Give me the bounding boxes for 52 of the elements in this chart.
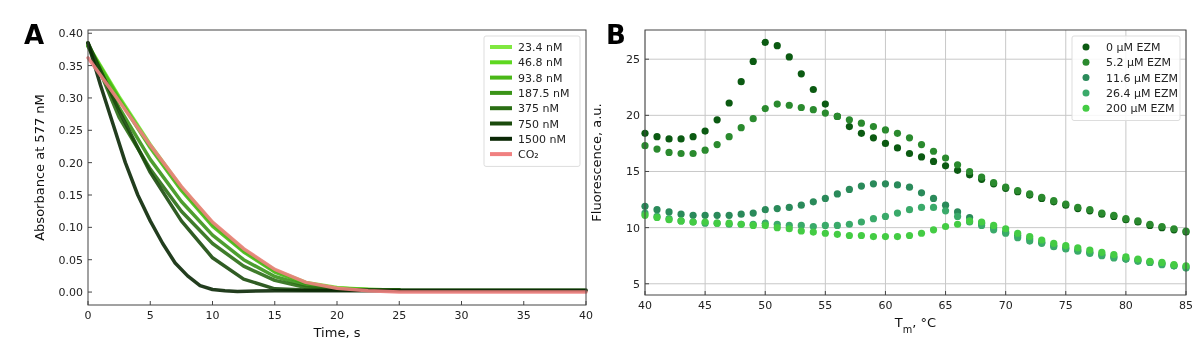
y-tick-label: 5 xyxy=(633,277,640,291)
y-axis-title: Absorbance at 577 nM xyxy=(32,94,47,241)
legend-label: 11.6 µM EZM xyxy=(1106,71,1178,85)
y-tick-label: 0.35 xyxy=(58,59,83,73)
x-tick-label: 20 xyxy=(330,309,344,322)
y-tick-label: 0.10 xyxy=(58,221,83,235)
legend-label: 187.5 nM xyxy=(518,86,570,100)
y-tick-label: 0.05 xyxy=(58,253,83,267)
y-tick-label: 10 xyxy=(626,221,640,235)
legend-label: 375 nM xyxy=(518,102,559,116)
y-tick-label: 0.30 xyxy=(58,91,83,105)
x-tick-label: 35 xyxy=(516,309,531,322)
x-tick-label: 55 xyxy=(818,299,833,312)
text: B xyxy=(606,20,626,50)
x-tick-label: 45 xyxy=(698,299,713,312)
x-axis-title: T$_{m}$, °C xyxy=(893,315,937,335)
x-tick-label: 60 xyxy=(878,299,893,312)
legend-label: 23.4 nM xyxy=(518,41,563,54)
x-tick-label: 25 xyxy=(392,309,407,322)
y-tick-label: 15 xyxy=(626,165,640,179)
legend-label: CO₂ xyxy=(518,148,539,162)
legend-label: 0 µM EZM xyxy=(1106,41,1161,54)
x-axis-title: Time, s xyxy=(312,325,361,340)
x-tick-label: 40 xyxy=(579,309,593,322)
legend-label: 1500 nM xyxy=(518,132,566,146)
text: A xyxy=(24,20,45,50)
y-tick-label: 0.40 xyxy=(58,27,83,41)
x-tick-label: 75 xyxy=(1058,299,1073,312)
x-tick-label: 30 xyxy=(454,309,469,322)
y-tick-label: 0.15 xyxy=(58,189,83,202)
x-tick-label: 15 xyxy=(267,309,282,322)
legend-label: 93.8 nM xyxy=(518,71,563,85)
legend-label: 46.8 nM xyxy=(518,56,563,70)
y-tick-label: 25 xyxy=(626,53,640,67)
x-tick-label: 65 xyxy=(938,299,953,312)
x-tick-label: 70 xyxy=(998,299,1013,312)
x-tick-label: 5 xyxy=(146,309,154,322)
y-axis-title: Fluorescence, a.u. xyxy=(589,103,604,222)
x-tick-label: 80 xyxy=(1118,299,1133,312)
y-tick-label: 0.00 xyxy=(58,286,83,300)
x-tick-label: 85 xyxy=(1179,299,1193,312)
y-tick-label: 20 xyxy=(626,109,640,123)
legend-label: 26.4 µM EZM xyxy=(1106,86,1178,100)
legend-label: 200 µM EZM xyxy=(1106,102,1175,116)
x-tick-label: 0 xyxy=(84,309,92,322)
x-tick-label: 50 xyxy=(758,299,773,312)
x-tick-label: 40 xyxy=(638,299,652,312)
legend-label: 5.2 µM EZM xyxy=(1106,56,1171,70)
legend-label: 750 nM xyxy=(518,117,559,131)
y-tick-label: 0.20 xyxy=(58,156,83,170)
y-tick-label: 0.25 xyxy=(58,124,83,138)
x-tick-label: 10 xyxy=(205,309,220,322)
